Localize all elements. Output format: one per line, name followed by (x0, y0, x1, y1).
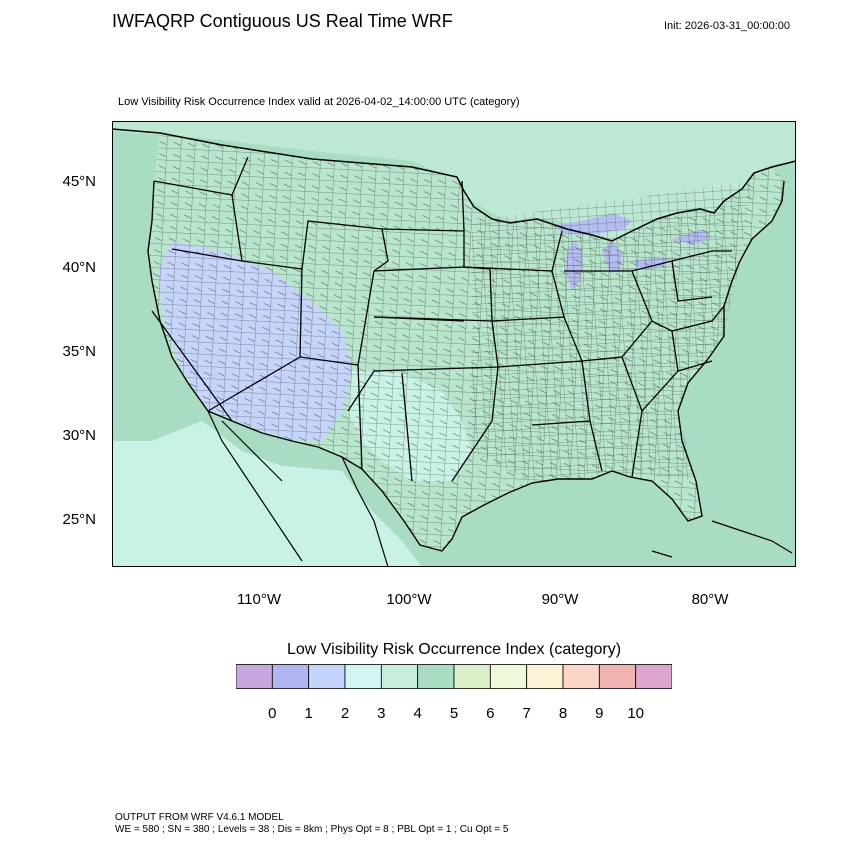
colorbar-label-7: 7 (522, 705, 531, 722)
lat-label-25: 25°N (62, 511, 96, 528)
colorbar-swatch-8 (526, 664, 564, 689)
colorbar-label-8: 8 (558, 705, 568, 722)
mexico-coast (207, 410, 389, 567)
international-border (112, 128, 796, 242)
model-info-line1: OUTPUT FROM WRF V4.6.1 MODEL (115, 812, 284, 823)
colorbar-label-1: 1 (304, 705, 313, 722)
colorbar-swatch-9 (562, 664, 600, 689)
colorbar-swatch-7 (489, 664, 528, 689)
lon-label-90: 90°W (541, 591, 579, 608)
cuba-coast (651, 520, 793, 558)
colorbar-swatch-1 (271, 664, 310, 689)
map-subtitle: Low Visibility Risk Occurrence Index val… (118, 96, 520, 108)
lat-label-35: 35°N (62, 343, 96, 360)
lat-label-30: 30°N (62, 427, 96, 444)
colorbar-swatch-0 (235, 664, 273, 689)
mexico-land (112, 421, 422, 567)
county-lines-east (472, 181, 752, 483)
colorbar (235, 664, 673, 689)
init-time-label: Init: 2026-03-31_00:00:00 (664, 20, 790, 32)
colorbar-label-4: 4 (413, 705, 422, 722)
colorbar-swatch-10 (598, 664, 637, 689)
coastline (147, 180, 785, 552)
colorbar-label-6: 6 (486, 705, 495, 722)
colorbar-swatch-2 (308, 664, 346, 689)
lon-label-110: 110°W (236, 591, 282, 608)
us-map (112, 121, 796, 567)
lat-label-45: 45°N (62, 173, 96, 190)
colorbar-label-2: 2 (340, 705, 350, 722)
colorbar-swatch-5 (417, 664, 455, 689)
state-borders (151, 156, 732, 482)
map-frame (112, 121, 796, 567)
lat-label-40: 40°N (62, 259, 96, 276)
colorbar-swatch-6 (453, 664, 491, 689)
colorbar-swatches (235, 664, 673, 689)
main-title: IWFAQRP Contiguous US Real Time WRF (112, 11, 453, 31)
colorbar-label-3: 3 (377, 705, 386, 722)
colorbar-label-5: 5 (449, 705, 459, 722)
colorbar-swatch-4 (380, 664, 419, 689)
map-panel (112, 121, 796, 567)
colorbar-swatch-11 (635, 664, 673, 689)
colorbar-label-9: 9 (595, 705, 604, 722)
model-info-line2: WE = 580 ; SN = 380 ; Levels = 38 ; Dis … (115, 824, 509, 835)
colorbar-label-0: 0 (268, 705, 277, 722)
colorbar-title: Low Visibility Risk Occurrence Index (ca… (286, 641, 622, 658)
lon-label-80: 80°W (691, 591, 729, 608)
lon-label-100: 100°W (386, 591, 432, 608)
colorbar-swatch-3 (344, 664, 382, 689)
colorbar-label-10: 10 (627, 705, 644, 722)
